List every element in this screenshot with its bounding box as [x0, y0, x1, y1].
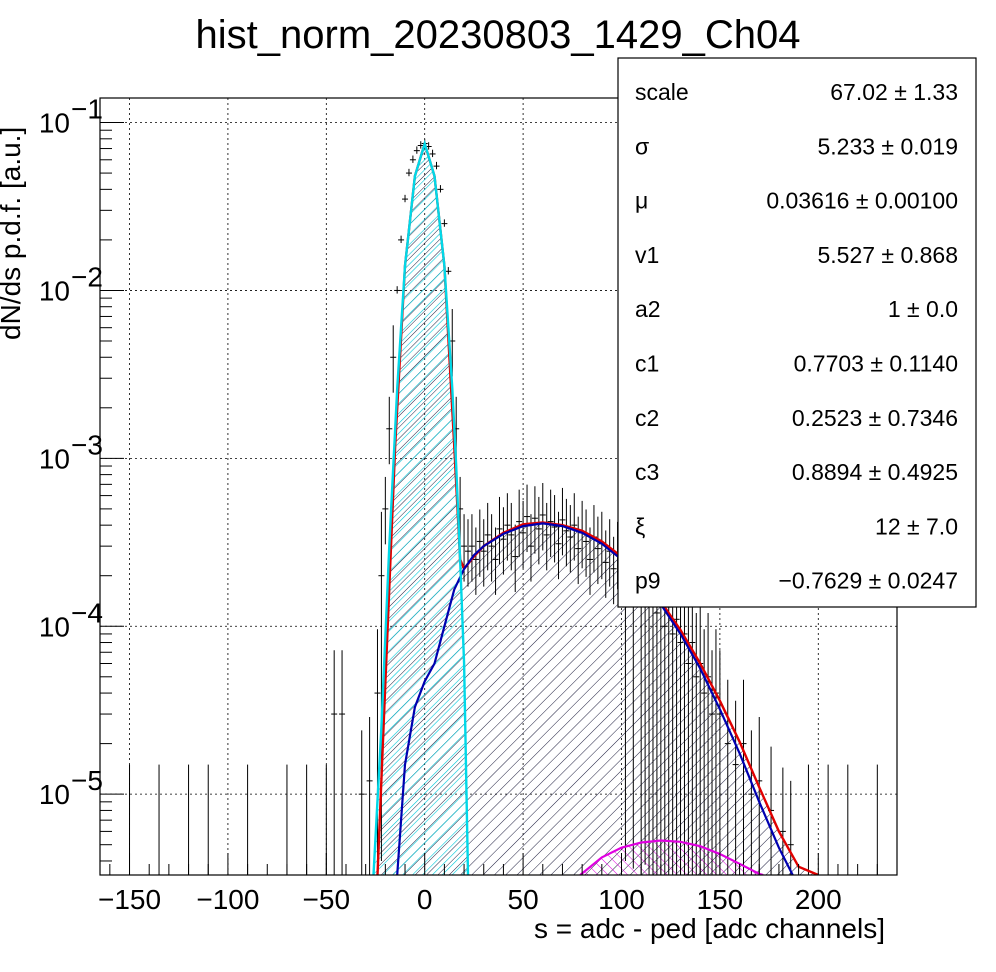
double-pe-fill	[580, 840, 764, 875]
y-axis-label: dN/ds p.d.f. [a.u.]	[0, 127, 26, 340]
fit-param-value: 0.03616 ± 0.00100	[766, 188, 958, 214]
pedestal-curve	[372, 139, 470, 875]
fit-param-name: scale	[635, 79, 689, 105]
y-tick-label: 10	[39, 275, 70, 306]
x-tick-label: 150	[697, 884, 744, 915]
y-tick-exponent: −2	[71, 261, 103, 292]
y-tick-label: 10	[39, 779, 70, 810]
fit-stats-rows: scale 67.02 ± 1.33 σ 5.233 ± 0.019 μ 0.03616 …	[635, 79, 958, 594]
fit-param-name: p9	[635, 568, 661, 594]
x-axis-label: s = adc - ped [adc channels]	[534, 913, 885, 944]
y-tick-exponent: −3	[71, 429, 103, 460]
y-tick-label: 10	[39, 611, 70, 642]
fit-param-name: c3	[635, 459, 659, 485]
x-tick-label: 200	[795, 884, 842, 915]
pedestal-fill	[373, 143, 468, 875]
x-tick-label: −50	[303, 884, 351, 915]
x-tick-label: −150	[98, 884, 161, 915]
x-tick-label: −100	[196, 884, 259, 915]
chart-title: hist_norm_20230803_1429_Ch04	[196, 13, 801, 57]
y-tick-exponent: −1	[71, 94, 103, 125]
fit-param-name: a2	[635, 296, 661, 322]
single-pe-curve	[396, 522, 794, 875]
fit-param-name: ξ	[635, 513, 645, 539]
fit-param-value: 12 ± 7.0	[875, 513, 958, 539]
y-tick-label: 10	[39, 108, 70, 139]
y-tick-label: 10	[39, 443, 70, 474]
fit-param-value: 0.7703 ± 0.1140	[794, 351, 958, 377]
fit-param-value: 67.02 ± 1.33	[830, 79, 958, 105]
fit-param-name: c2	[635, 405, 659, 431]
fit-param-value: 0.8894 ± 0.4925	[792, 459, 958, 485]
x-axis: −150 −100 −50 0 50 100 150 200	[98, 853, 898, 915]
y-tick-exponent: −4	[71, 597, 103, 628]
fit-param-name: μ	[635, 188, 648, 214]
fit-param-name: v1	[635, 242, 659, 268]
fit-param-value: 0.2523 ± 0.7346	[792, 405, 958, 431]
fit-param-value: −0.7629 ± 0.0247	[778, 568, 958, 594]
fit-param-name: σ	[635, 133, 649, 159]
y-tick-exponent: −5	[71, 765, 103, 796]
x-tick-label: 0	[417, 884, 433, 915]
fit-param-name: c1	[635, 351, 659, 377]
fit-stats-box: scale 67.02 ± 1.33 σ 5.233 ± 0.019 μ 0.03616 …	[617, 57, 977, 608]
double-pe-curve	[579, 839, 764, 875]
fit-param-value: 1 ± 0.0	[888, 296, 958, 322]
x-tick-label: 100	[598, 884, 645, 915]
fit-param-value: 5.527 ± 0.868	[817, 242, 958, 268]
y-axis: 10−110−210−310−410−5	[39, 94, 124, 862]
fit-param-value: 5.233 ± 0.019	[817, 133, 958, 159]
x-tick-label: 50	[508, 884, 539, 915]
